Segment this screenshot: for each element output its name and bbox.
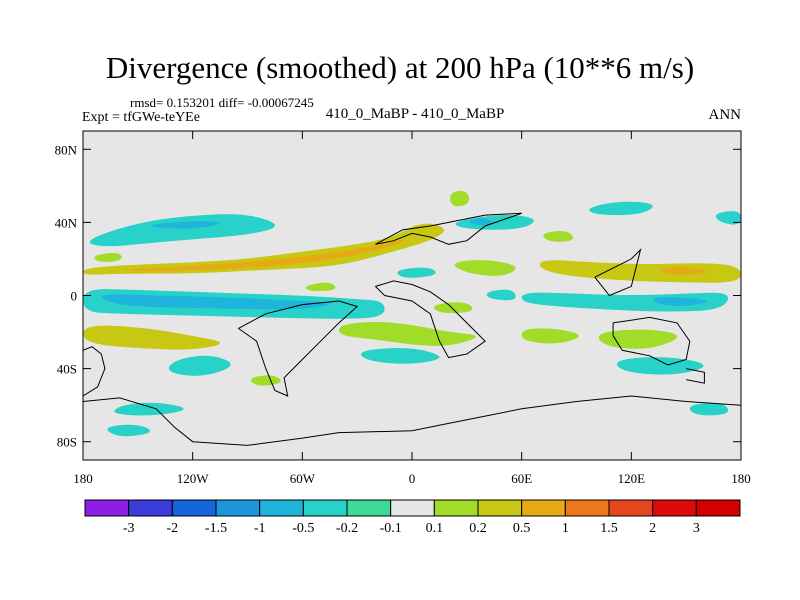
colorbar-label: -1 xyxy=(254,521,266,536)
contour-north-neg-40n-core xyxy=(469,218,492,226)
y-axis: 80N 40N 0 40S 80S xyxy=(55,142,741,450)
contour-east-neg-core xyxy=(653,297,707,306)
colorbar-label: 2 xyxy=(649,521,656,536)
colorbar-label: 1 xyxy=(562,521,569,536)
colorbar-box xyxy=(390,499,435,517)
contour-equator-neg-core xyxy=(101,294,330,310)
colorbar-box xyxy=(302,499,348,517)
contour-south-neg-3 xyxy=(361,348,440,364)
colorbar-label: -1.5 xyxy=(205,521,227,536)
contour-south-neg-1 xyxy=(168,355,231,376)
contour-north-neg-ne xyxy=(589,201,653,216)
colorbar-box xyxy=(215,499,261,517)
rmsd-label: rmsd= 0.153201 diff= -0.00067245 xyxy=(130,95,314,110)
colorbar-box xyxy=(564,499,610,517)
colorbar-label: 3 xyxy=(693,521,700,536)
season-label: ANN xyxy=(708,107,742,123)
coastline-segment xyxy=(375,212,522,245)
colorbar-box xyxy=(84,499,130,517)
colorbar-box xyxy=(652,499,697,517)
contour-north-pos-core xyxy=(124,239,406,271)
coastline-segment xyxy=(686,368,705,384)
colorbar-box xyxy=(433,499,479,517)
x-tick-label: 120E xyxy=(618,471,646,486)
center-label: 410_0_MaBP - 410_0_MaBP xyxy=(325,106,505,122)
colorbar-label: -0.2 xyxy=(336,521,358,536)
contour-south-pos-3 xyxy=(521,328,579,344)
contour-mid-pos-patch xyxy=(454,260,516,276)
coastline-segment xyxy=(375,280,486,359)
coastline-segment xyxy=(612,316,691,366)
contour-pos-small-5 xyxy=(250,375,281,386)
colorbar-label: -0.5 xyxy=(292,521,314,536)
colorbar-box xyxy=(521,499,566,517)
expt-label: Expt = tfGWe-teYEe xyxy=(82,110,200,125)
colorbar-box xyxy=(608,499,654,517)
contour-pos-small-2 xyxy=(305,282,336,292)
colorbar-box xyxy=(346,499,392,517)
colorbar-label: 0.2 xyxy=(469,521,487,536)
colorbar-label: -3 xyxy=(123,521,135,536)
contour-neg-small-2 xyxy=(486,289,516,301)
y-tick-label: 80N xyxy=(55,142,78,157)
x-tick-label: 180 xyxy=(731,471,751,486)
coastline-segment xyxy=(238,300,359,397)
colorbar: -3 -2 -1.5 -1 -0.5 -0.2 -0.1 0.1 0.2 0.5 1 1.5 2 3 xyxy=(84,499,741,536)
colorbar-label: 0.5 xyxy=(513,521,531,536)
contour-pos-small-4 xyxy=(94,252,122,262)
coastlines xyxy=(83,212,741,446)
contour-south-pos-band xyxy=(83,325,221,350)
colorbar-box xyxy=(128,499,173,517)
coastline-segment xyxy=(83,395,741,446)
x-tick-label: 60W xyxy=(290,471,316,486)
contour-north-neg-far-ne xyxy=(715,211,741,225)
x-tick-label: 180 xyxy=(73,471,93,486)
contour-south-pos-2 xyxy=(338,322,476,346)
coastline-segment xyxy=(594,248,642,297)
contour-neg-small-4 xyxy=(689,402,729,416)
x-tick-label: 120W xyxy=(177,471,210,486)
contour-pos-small-1 xyxy=(543,231,574,242)
divergence-field xyxy=(83,190,741,437)
colorbar-box xyxy=(259,499,304,517)
x-tick-label: 0 xyxy=(409,471,416,486)
colorbar-label: -0.1 xyxy=(380,521,402,536)
x-axis: 180 120W 60W 0 60E 120E 180 xyxy=(73,131,751,486)
y-tick-label: 80S xyxy=(57,435,77,450)
colorbar-box xyxy=(477,499,523,517)
colorbar-box xyxy=(695,499,741,517)
contour-south-neg-2 xyxy=(114,402,184,416)
contour-north-neg-core xyxy=(151,221,221,229)
contour-east-pos-core xyxy=(661,266,707,275)
contour-south-neg-4 xyxy=(616,357,704,375)
chart-title: Divergence (smoothed) at 200 hPa (10**6 … xyxy=(105,50,695,85)
contour-neg-small-1 xyxy=(397,267,436,278)
y-tick-label: 0 xyxy=(71,289,78,304)
y-tick-label: 40S xyxy=(57,362,77,377)
coastline-segment xyxy=(83,346,106,397)
contour-pos-small-3 xyxy=(433,302,473,314)
colorbar-label: 0.1 xyxy=(426,521,444,536)
contour-east-pos-band xyxy=(539,260,741,283)
colorbar-label: 1.5 xyxy=(600,521,618,536)
colorbar-box xyxy=(171,499,217,517)
y-tick-label: 40N xyxy=(55,215,78,230)
x-tick-label: 60E xyxy=(511,471,532,486)
contour-north-neg-band xyxy=(89,214,275,247)
colorbar-label: -2 xyxy=(166,521,178,536)
contour-north-pos-50n xyxy=(450,190,469,207)
contour-neg-small-3 xyxy=(107,424,151,437)
contour-east-neg-band xyxy=(521,292,729,312)
